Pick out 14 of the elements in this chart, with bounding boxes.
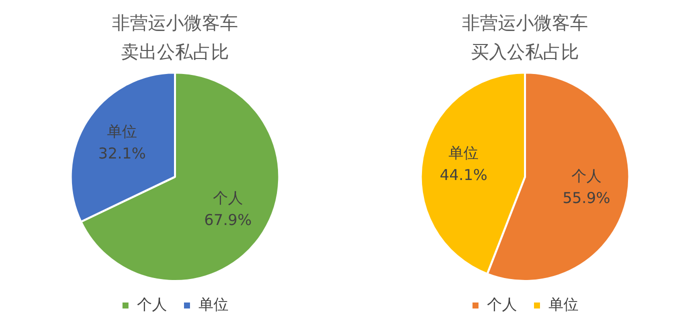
slice-label: 单位 — [448, 144, 479, 162]
data-label: 44.1% — [440, 166, 488, 184]
legend-label: 单位 — [198, 295, 228, 314]
data-label: 32.1% — [98, 144, 146, 162]
chart-title: 非营运小微客车买入公私占比 — [462, 13, 588, 63]
slice-label: 个人 — [212, 189, 243, 208]
legend-label: 个人 — [487, 295, 517, 314]
slice-label: 个人 — [571, 167, 602, 186]
data-label: 67.9% — [204, 211, 252, 230]
data-label: 55.9% — [562, 189, 610, 208]
slice-label: 单位 — [107, 122, 138, 140]
legend-label: 个人 — [137, 295, 167, 314]
chart-title: 非营运小微客车卖出公私占比 — [112, 13, 238, 63]
legend-label: 单位 — [548, 295, 578, 314]
